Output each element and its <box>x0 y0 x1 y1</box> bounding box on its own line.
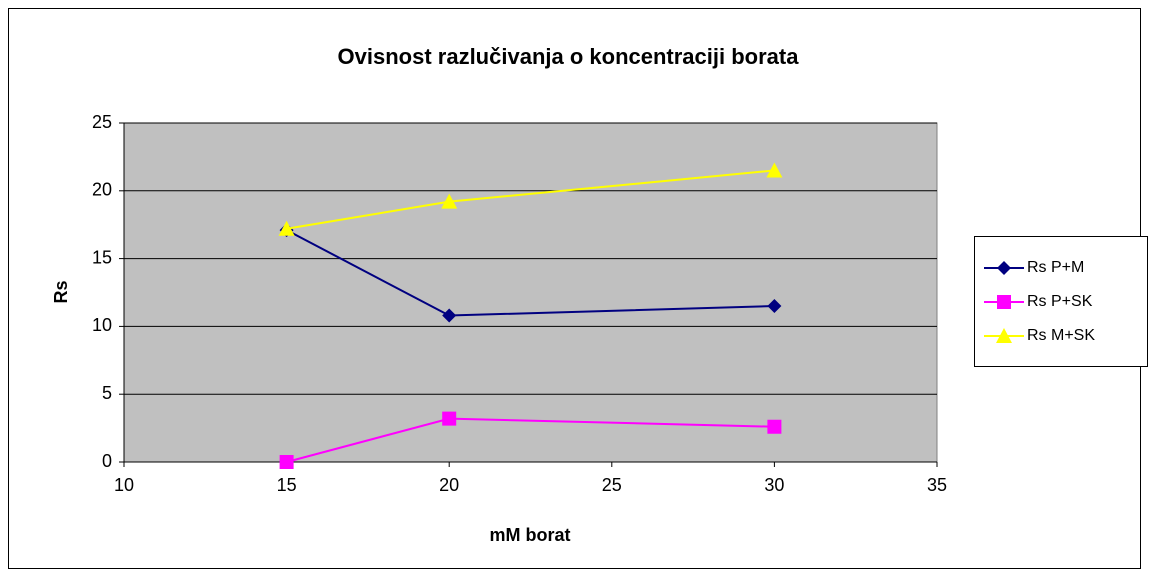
x-tick-label: 10 <box>114 475 134 495</box>
marker <box>278 220 295 236</box>
marker <box>279 455 294 469</box>
legend-marker <box>996 328 1012 343</box>
x-tick-label: 30 <box>764 475 784 495</box>
x-tick-label: 35 <box>927 475 947 495</box>
x-tick-label: 20 <box>439 475 459 495</box>
plot-area <box>123 122 938 463</box>
y-tick-label: 25 <box>92 112 112 132</box>
marker <box>442 411 457 426</box>
x-axis-title: mM borat <box>490 525 571 545</box>
marker <box>441 193 458 209</box>
y-tick-label: 15 <box>92 247 112 267</box>
legend-label: Rs M+SK <box>1027 327 1095 344</box>
legend-marker <box>997 261 1011 275</box>
marker <box>766 162 783 178</box>
y-axis-title: Rs <box>51 280 71 303</box>
legend-label: Rs P+SK <box>1027 293 1093 310</box>
legend-label: Rs P+M <box>1027 259 1084 276</box>
y-tick-label: 0 <box>102 451 112 471</box>
marker <box>767 299 782 314</box>
x-tick-label: 25 <box>602 475 622 495</box>
marker <box>442 308 457 323</box>
y-tick-label: 20 <box>92 180 112 200</box>
x-tick-label: 15 <box>277 475 297 495</box>
chart-title: Ovisnost razlučivanja o koncentraciji bo… <box>338 44 800 69</box>
y-tick-label: 10 <box>92 315 112 335</box>
legend-marker <box>997 295 1011 309</box>
y-tick-label: 5 <box>102 383 112 403</box>
marker <box>767 419 782 434</box>
